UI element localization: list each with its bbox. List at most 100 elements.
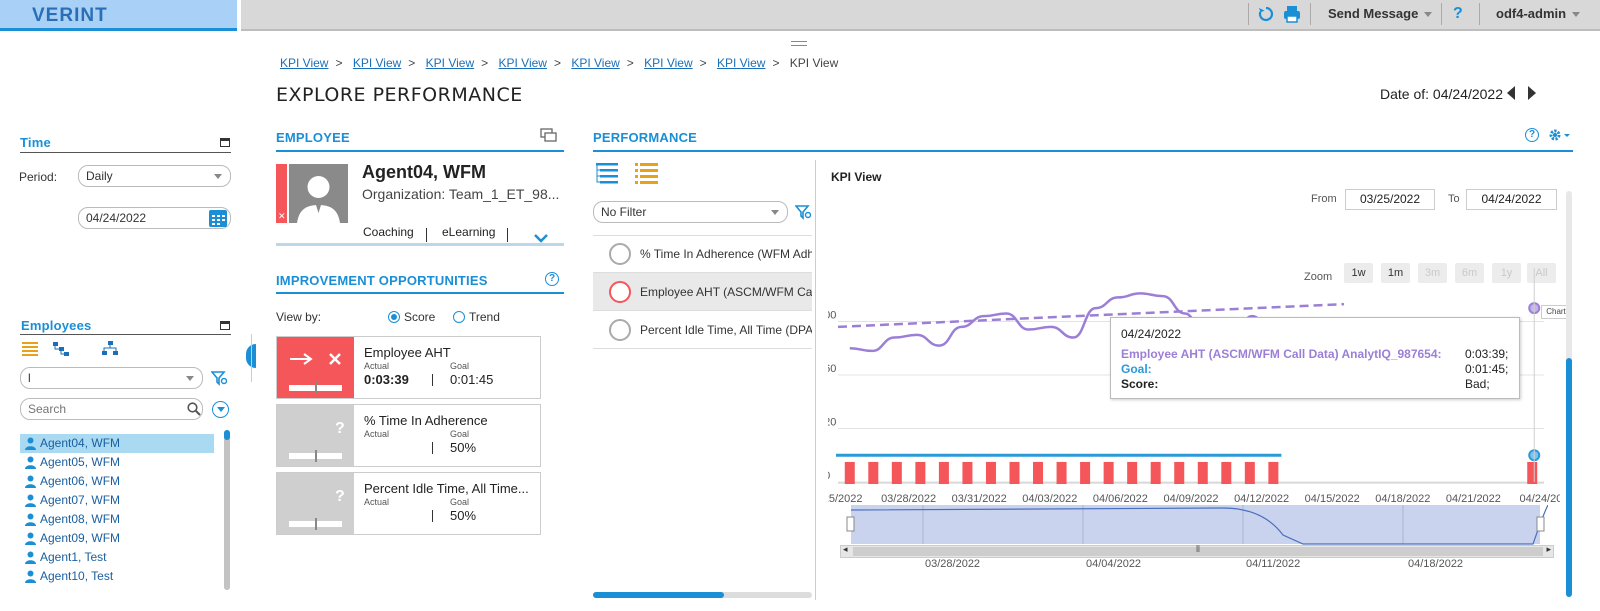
maximize-icon[interactable] bbox=[220, 138, 230, 147]
pane-divider[interactable] bbox=[815, 160, 816, 600]
breadcrumb-link[interactable]: KPI View bbox=[498, 56, 547, 70]
navigator-selection[interactable] bbox=[851, 505, 1540, 544]
kpi-list-item[interactable]: Percent Idle Time, All Time (DPA) bbox=[593, 311, 812, 349]
employee-list-scrollbar[interactable] bbox=[224, 430, 230, 590]
page-title: EXPLORE PERFORMANCE bbox=[276, 84, 523, 106]
date-input[interactable]: 04/24/2022 bbox=[78, 207, 231, 229]
breadcrumb-link[interactable]: KPI View bbox=[352, 56, 402, 70]
employee-list-item[interactable]: Agent09, WFM bbox=[20, 529, 214, 548]
breadcrumb-link[interactable]: KPI View bbox=[280, 56, 329, 70]
zoom-1m-button[interactable]: 1m bbox=[1381, 263, 1410, 283]
tooltip-date: 04/24/2022 bbox=[1121, 327, 1182, 341]
from-label: From bbox=[1311, 193, 1337, 205]
help-icon[interactable]: ? bbox=[545, 272, 559, 286]
list-view-icon[interactable] bbox=[635, 163, 659, 188]
employee-list-item[interactable]: Agent1, Test bbox=[20, 548, 214, 567]
zoom-6m-button[interactable]: 6m bbox=[1455, 263, 1484, 283]
kpi-card[interactable]: ? Percent Idle Time, All Time... Actual … bbox=[276, 472, 541, 535]
breadcrumb-link[interactable]: KPI View bbox=[425, 56, 475, 70]
score-radio[interactable] bbox=[388, 311, 400, 323]
kpi-card[interactable]: ? % Time In Adherence Actual Goal 50% bbox=[276, 404, 541, 467]
employee-name: Agent04, WFM bbox=[362, 162, 486, 182]
filter-settings-icon[interactable] bbox=[210, 370, 228, 389]
scrollbar-thumb[interactable] bbox=[593, 592, 724, 598]
breadcrumb-link[interactable]: KPI View bbox=[644, 56, 693, 70]
tooltip-goal-label: Goal: bbox=[1121, 362, 1152, 376]
list-view-icon[interactable] bbox=[22, 342, 38, 359]
chat-icon[interactable] bbox=[540, 128, 558, 147]
employee-name: Agent05, WFM bbox=[40, 455, 121, 469]
pane-splitter-handle[interactable] bbox=[791, 41, 807, 46]
employee-list-item[interactable]: Agent04, WFM bbox=[20, 434, 214, 453]
x-axis-tick-label: 04/09/2022 bbox=[1163, 493, 1218, 505]
next-date-arrow-icon[interactable] bbox=[1526, 85, 1538, 104]
chart-bar bbox=[1009, 461, 1020, 484]
navigator-right-handle[interactable] bbox=[1536, 516, 1545, 532]
logo-divider bbox=[237, 0, 241, 31]
search-icon[interactable] bbox=[187, 402, 201, 419]
chart-bar bbox=[868, 461, 879, 484]
goal-value: 0:01:45 bbox=[450, 372, 494, 387]
actual-label: Actual bbox=[364, 361, 390, 371]
y-axis-tick-label: 80 bbox=[828, 470, 830, 482]
help-icon[interactable]: ? bbox=[1453, 5, 1463, 22]
refresh-icon[interactable] bbox=[1257, 5, 1275, 26]
employee-search-input[interactable] bbox=[20, 398, 203, 420]
employee-list-item[interactable]: Agent10, Test bbox=[20, 567, 214, 586]
gear-icon[interactable] bbox=[1548, 128, 1572, 145]
kpi-list-item[interactable]: % Time In Adherence (WFM Adhe bbox=[593, 235, 812, 273]
tab-elearning[interactable]: eLearning bbox=[442, 225, 496, 239]
employee-filter-select[interactable]: l bbox=[20, 367, 203, 389]
navigator-left-handle[interactable] bbox=[846, 516, 855, 532]
employee-organization: Organization: Team_1_ET_98... bbox=[362, 186, 560, 202]
scroll-right-arrow-icon[interactable]: ▸ bbox=[1546, 544, 1551, 554]
gauge-icon bbox=[609, 243, 631, 265]
kpi-list-item[interactable]: Employee AHT (ASCM/WFM Cal bbox=[593, 273, 812, 311]
scrollbar-thumb[interactable] bbox=[224, 430, 230, 440]
prev-date-arrow-icon[interactable] bbox=[1505, 85, 1517, 104]
divider bbox=[251, 334, 252, 382]
kpi-card[interactable]: Employee AHT Actual Goal 0:03:39 0:01:45 bbox=[276, 336, 541, 399]
hierarchy-view-icon[interactable] bbox=[53, 342, 69, 359]
trend-radio[interactable] bbox=[453, 311, 465, 323]
navigator-scrollbar[interactable]: ◂ ▸ ⦀ bbox=[840, 544, 1554, 558]
expand-chevron-icon[interactable] bbox=[534, 232, 548, 246]
navigator-series-line bbox=[850, 505, 1548, 545]
from-date-input[interactable]: 03/25/2022 bbox=[1345, 189, 1435, 210]
search-options-icon[interactable] bbox=[212, 401, 229, 418]
chart-bar bbox=[985, 461, 996, 484]
verint-logo[interactable]: VERINT bbox=[0, 0, 237, 31]
chart-bar bbox=[1103, 461, 1114, 484]
org-chart-icon[interactable] bbox=[102, 341, 118, 359]
zoom-1y-button[interactable]: 1y bbox=[1492, 263, 1521, 283]
to-date-input[interactable]: 04/24/2022 bbox=[1466, 189, 1557, 210]
zoom-1w-button[interactable]: 1w bbox=[1344, 263, 1373, 283]
tree-view-icon[interactable] bbox=[596, 163, 620, 188]
send-message-menu[interactable]: Send Message bbox=[1328, 0, 1433, 29]
period-select[interactable]: Daily bbox=[78, 165, 231, 187]
kpi-list-label: Employee AHT (ASCM/WFM Cal bbox=[640, 285, 812, 299]
employee-list-item[interactable]: Agent06, WFM bbox=[20, 472, 214, 491]
zoom-3m-button[interactable]: 3m bbox=[1418, 263, 1447, 283]
scroll-left-arrow-icon[interactable]: ◂ bbox=[843, 544, 848, 554]
scrollbar-thumb[interactable] bbox=[1566, 358, 1572, 597]
chart-navigator[interactable] bbox=[843, 505, 1548, 545]
filter-settings-icon[interactable] bbox=[794, 204, 812, 223]
tab-coaching[interactable]: Coaching bbox=[363, 225, 414, 239]
scrollbar-thumb[interactable] bbox=[853, 547, 1543, 556]
x-axis-tick-label: 04/03/2022 bbox=[1022, 493, 1077, 505]
employee-list-item[interactable]: Agent05, WFM bbox=[20, 453, 214, 472]
maximize-icon[interactable] bbox=[220, 321, 230, 330]
user-menu[interactable]: odf4-admin bbox=[1496, 0, 1581, 29]
help-icon[interactable]: ? bbox=[1525, 128, 1539, 142]
print-icon[interactable] bbox=[1283, 5, 1301, 26]
calendar-icon[interactable] bbox=[208, 208, 228, 231]
performance-filter-select[interactable]: No Filter bbox=[593, 201, 788, 223]
breadcrumb-link[interactable]: KPI View bbox=[716, 56, 766, 70]
horizontal-scrollbar[interactable] bbox=[593, 592, 812, 598]
employee-list-item[interactable]: Agent08, WFM bbox=[20, 510, 214, 529]
breadcrumb-link[interactable]: KPI View bbox=[571, 56, 620, 70]
chart-vertical-scrollbar[interactable] bbox=[1566, 191, 1572, 597]
employee-list-item[interactable]: Agent07, WFM bbox=[20, 491, 214, 510]
chart-bar bbox=[1197, 461, 1208, 484]
